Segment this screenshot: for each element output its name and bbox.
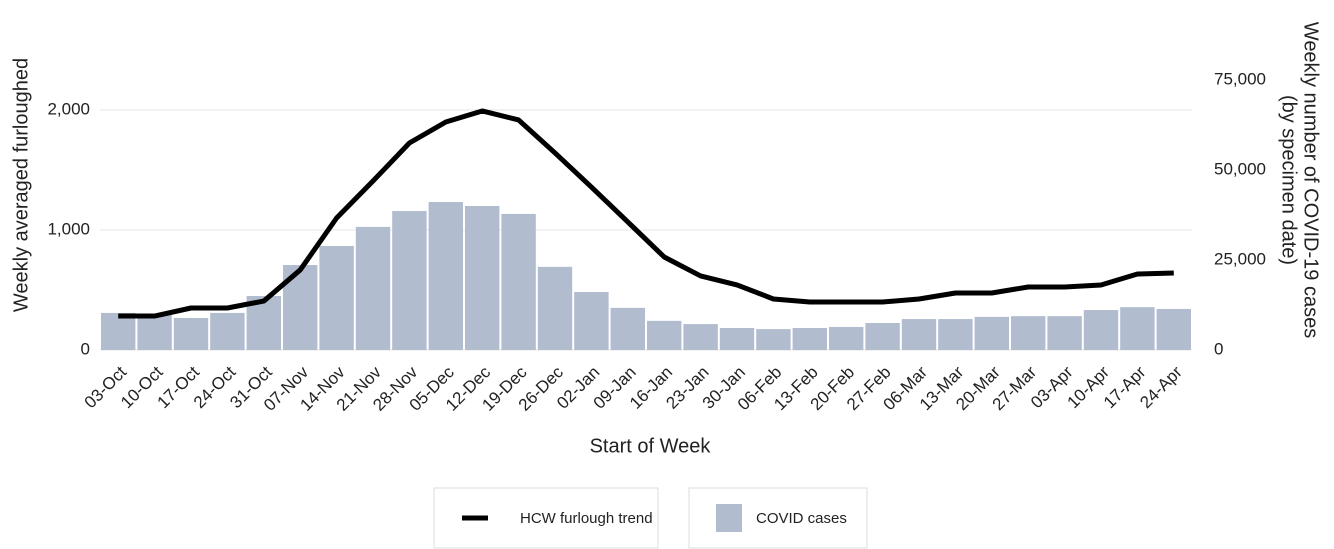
bar — [610, 307, 645, 350]
bar — [865, 322, 900, 350]
line — [118, 108, 1174, 319]
bar — [173, 317, 209, 350]
y2-tick-label: 25,000 — [1214, 249, 1266, 268]
bar — [647, 320, 682, 350]
bar — [319, 245, 354, 350]
bar — [355, 226, 391, 350]
legend-box — [433, 487, 659, 549]
bar — [901, 319, 937, 350]
y2-axis-title: (by specimen date) — [1278, 95, 1300, 265]
bar — [501, 213, 536, 350]
legend-swatch — [716, 504, 742, 532]
y2-tick-label: 75,000 — [1214, 69, 1266, 88]
bar — [938, 319, 973, 350]
bar — [683, 324, 718, 350]
x-axis-title: Start of Week — [590, 435, 712, 457]
bar — [537, 266, 573, 350]
bar — [1011, 316, 1046, 350]
y2-axis-title: Weekly number of COVID-19 cases — [1300, 22, 1322, 338]
legend-label: HCW furlough trend — [520, 510, 653, 527]
bar — [428, 202, 463, 350]
x-tick-label: 24-Apr — [1136, 362, 1186, 412]
bar — [465, 205, 500, 350]
bar — [719, 328, 755, 350]
y-tick-label: 2,000 — [47, 99, 90, 118]
bar — [974, 316, 1009, 350]
bar — [829, 326, 864, 350]
bar — [1047, 316, 1082, 350]
bar — [1083, 310, 1119, 350]
legend-box — [688, 487, 868, 549]
y-tick-label: 1,000 — [47, 219, 90, 238]
bar — [1120, 307, 1155, 350]
bar — [210, 312, 245, 350]
bar — [792, 328, 827, 350]
bar — [574, 292, 609, 350]
y-tick-label: 0 — [81, 339, 90, 358]
bar — [392, 211, 427, 350]
bar — [756, 329, 791, 350]
y2-tick-label: 50,000 — [1214, 159, 1266, 178]
y2-tick-label: 0 — [1214, 339, 1223, 358]
bar — [1156, 308, 1191, 350]
bar — [137, 313, 172, 350]
y-axis-title: Weekly averaged furloughed — [10, 58, 32, 312]
legend-label: COVID cases — [756, 510, 847, 527]
bar — [101, 312, 136, 350]
